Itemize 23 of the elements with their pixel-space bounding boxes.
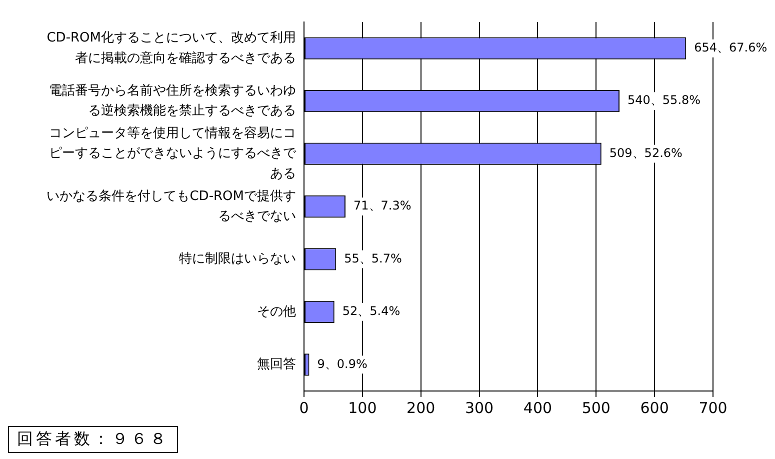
data-label: 509、52.6% — [609, 146, 682, 160]
x-tick-label: 700 — [698, 398, 728, 417]
data-label: 540、55.8% — [628, 93, 701, 108]
x-tick-label: 600 — [640, 398, 669, 417]
x-tick-label: 400 — [523, 398, 552, 417]
y-tick-label: 電話番号から名前や住所を検索するいわゆる逆検索機能を禁止するべきである — [49, 83, 296, 119]
y-tick-label: 特に制限はいらない — [179, 252, 296, 267]
x-tick-label: 200 — [406, 398, 436, 417]
y-tick-label: 無回答 — [257, 357, 296, 372]
x-tick-label: 500 — [582, 398, 610, 417]
data-label: 55、5.7% — [344, 251, 402, 266]
text: 回答者数：９６８ — [8, 426, 178, 453]
y-tick-label: コンピュータ等を使用して情報を容易にコピーすることができないようにするべきである — [49, 125, 297, 182]
y-tick-label: その他 — [257, 304, 296, 320]
data-label: 52、5.4% — [342, 304, 400, 318]
y-tick-label: いかなる条件を付してもCD-ROMで提供するべきでない — [46, 188, 296, 224]
data-label: 654、67.6% — [694, 40, 768, 54]
y-tick-label: CD-ROM化することについて、改めて利用者に掲載の意向を確認するべきである — [46, 30, 296, 66]
x-tick-label: 100 — [348, 398, 377, 417]
x-tick-label: 300 — [464, 398, 494, 417]
data-label: 71、7.3% — [353, 198, 412, 213]
data-label: 9、0.9% — [317, 356, 368, 371]
x-tick-label: 0 — [299, 398, 309, 417]
